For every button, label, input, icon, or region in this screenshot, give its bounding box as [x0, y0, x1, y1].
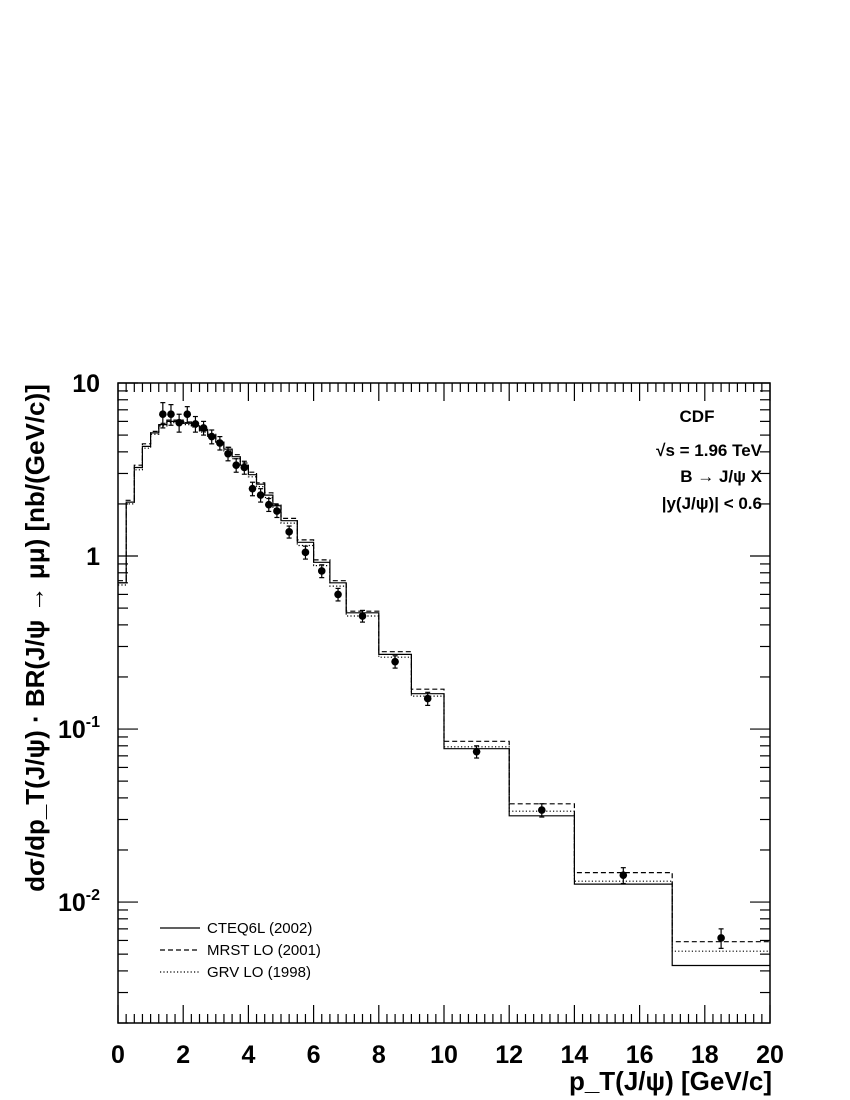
data-point: [191, 420, 200, 428]
x-tick-label: 12: [495, 1041, 523, 1069]
data-point: [224, 449, 232, 458]
data-point: [423, 694, 432, 703]
x-tick-label: 14: [560, 1041, 588, 1069]
x-tick-label: 18: [691, 1041, 719, 1069]
legend-label-cteq6l: CTEQ6L (2002): [207, 920, 312, 937]
data-point: [175, 418, 183, 427]
x-tick-label: 0: [111, 1041, 125, 1069]
x-tick-labels: 0 2 4 6 8 10 12 14 16 18 20: [111, 1041, 784, 1069]
annotation-rapidity-cut: |y(J/ψ)| < 0.6: [662, 494, 762, 513]
x-tick-label: 2: [176, 1041, 190, 1069]
data-point: [273, 507, 281, 515]
data-point: [248, 484, 257, 493]
series-line-grv: [118, 422, 770, 952]
y-axis-title: dσ/dp_T(J/ψ) · BR(J/ψ → μμ) [nb/(GeV/c)]: [20, 384, 50, 892]
data-points: [159, 402, 725, 949]
x-axis-title: p_T(J/ψ) [GeV/c]: [569, 1066, 772, 1096]
data-point: [301, 548, 310, 557]
y-tick-label: 1: [86, 543, 100, 571]
x-tick-label: 6: [307, 1041, 321, 1069]
data-point: [391, 657, 399, 666]
annotation-experiment: CDF: [680, 407, 715, 426]
data-point: [472, 747, 481, 756]
data-point: [183, 410, 192, 419]
theory-curves: [118, 419, 770, 967]
y-tick-label: 10: [72, 370, 100, 398]
data-point: [264, 500, 273, 509]
data-point: [199, 424, 208, 432]
data-point: [538, 806, 546, 814]
data-point: [216, 439, 224, 447]
experiment-annotations: CDF √s = 1.96 TeV B → J/ψ X |y(J/ψ)| < 0…: [656, 407, 763, 513]
annotation-energy: √s = 1.96 TeV: [656, 441, 763, 460]
legend-label-grv: GRV LO (1998): [207, 964, 311, 981]
y-tick-label: 10-1: [58, 714, 100, 744]
y-tick-label: 10-2: [58, 887, 100, 917]
y-tick-labels: 10 1 10-1 10-2: [58, 370, 100, 917]
x-tick-label: 8: [372, 1041, 386, 1069]
data-point: [240, 463, 249, 472]
data-point: [358, 612, 367, 620]
data-point: [285, 528, 293, 536]
data-point: [159, 410, 167, 419]
legend: CTEQ6L (2002) MRST LO (2001) GRV LO (199…: [160, 920, 321, 981]
data-point: [334, 590, 342, 599]
legend-label-mrst: MRST LO (2001): [207, 942, 321, 959]
data-point: [232, 461, 240, 469]
data-point: [317, 567, 326, 575]
axis-ticks: [117, 382, 771, 1024]
x-tick-label: 16: [626, 1041, 654, 1069]
x-tick-label: 10: [430, 1041, 458, 1069]
data-point: [717, 934, 725, 942]
data-point: [256, 491, 265, 499]
annotation-process: B → J/ψ X: [680, 467, 762, 486]
x-tick-label: 20: [756, 1041, 784, 1069]
data-point: [167, 410, 175, 419]
data-point: [207, 432, 216, 441]
data-point: [619, 871, 628, 879]
x-tick-label: 4: [241, 1041, 255, 1069]
